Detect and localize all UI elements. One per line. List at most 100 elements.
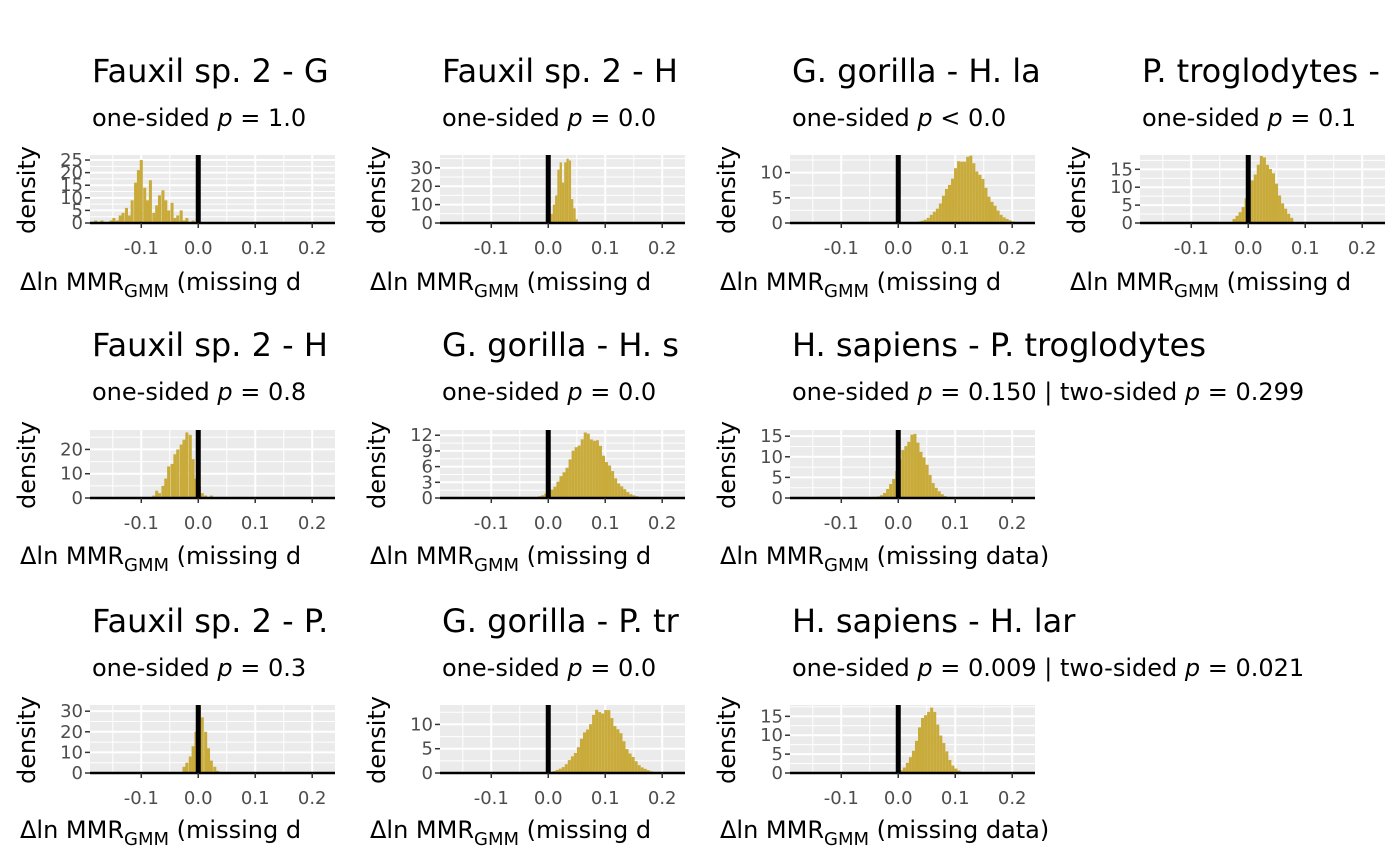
histogram-bar xyxy=(922,457,926,498)
histogram-bar xyxy=(564,764,568,773)
histogram-bar xyxy=(164,200,168,223)
x-tick-label: 0.1 xyxy=(241,238,270,259)
histogram-bar xyxy=(167,210,171,223)
histogram-bar xyxy=(623,489,627,498)
y-tick-label: 0 xyxy=(772,488,783,509)
subtitle-p: p xyxy=(566,654,582,682)
y-tick-label: 10 xyxy=(60,188,83,209)
x-tick-label: 0.0 xyxy=(1234,238,1263,259)
histogram-bar xyxy=(595,709,599,773)
histogram-bar xyxy=(926,217,930,223)
histogram-bar xyxy=(963,161,967,223)
x-tick-label: 0.0 xyxy=(534,238,563,259)
histogram-bar xyxy=(176,449,180,498)
y-tick-label: 6 xyxy=(422,457,433,478)
x-axis-title-subscript: GMM xyxy=(824,829,869,850)
x-tick-label: -0.1 xyxy=(824,513,859,534)
subtitle-p: p xyxy=(1184,378,1200,406)
x-axis-title-subscript: GMM xyxy=(824,555,869,576)
x-tick-label: 0.2 xyxy=(298,238,327,259)
facet-subtitle: one-sided p = 0.009 | two-sided p = 0.02… xyxy=(792,654,1304,682)
histogram-bar xyxy=(121,212,125,223)
histogram-bar xyxy=(577,445,581,498)
histogram-bar xyxy=(1008,220,1012,223)
x-axis-title-rest: (missing d xyxy=(169,542,301,570)
histogram-bar xyxy=(155,205,159,223)
histogram-bar xyxy=(1287,213,1291,223)
x-tick-label: 0.0 xyxy=(184,238,213,259)
x-tick-label: 0.1 xyxy=(941,513,970,534)
x-tick-label: -0.1 xyxy=(474,238,509,259)
x-tick-label: 0.0 xyxy=(884,513,913,534)
histogram-bar xyxy=(568,459,572,498)
histogram-bar xyxy=(146,200,150,223)
histogram-bar xyxy=(188,756,192,773)
histogram-bar xyxy=(157,195,162,223)
histogram-bar xyxy=(951,178,955,223)
x-tick-label: 0.1 xyxy=(241,513,270,534)
histogram-bar xyxy=(880,495,884,498)
x-tick-label: 0.1 xyxy=(241,788,270,809)
subtitle-text: one-sided xyxy=(792,378,917,406)
histogram-bar xyxy=(152,212,156,223)
histogram-bar xyxy=(925,464,929,498)
histogram-bar xyxy=(561,182,565,223)
histogram-bar xyxy=(629,494,633,498)
histogram-bar xyxy=(586,729,590,773)
histogram-bar xyxy=(566,158,569,223)
histogram-bar xyxy=(139,160,143,223)
y-tick-label: 10 xyxy=(60,742,83,763)
histogram-bar xyxy=(170,464,174,498)
histogram-bar xyxy=(100,220,104,223)
x-axis-title: Δln MMRGMM (missing data) xyxy=(720,542,1049,576)
histogram-bar xyxy=(610,718,614,773)
histogram-bar xyxy=(902,767,906,773)
y-tick-label: 10 xyxy=(760,447,783,468)
histogram-bar xyxy=(185,217,189,223)
subtitle-value: = 0.0 xyxy=(583,654,657,682)
histogram-bar xyxy=(213,766,217,773)
x-tick-label: 0.0 xyxy=(184,513,213,534)
facet-panel-5: 0 10 20 -0.1 0.0 0.1 0.2 density Δln MMRGMM (mis… xyxy=(13,326,335,576)
x-tick-label: 0.1 xyxy=(941,788,970,809)
facet-subtitle: one-sided p = 1.0 xyxy=(92,104,306,132)
histogram-bar xyxy=(206,748,211,773)
histogram-bar xyxy=(1250,180,1254,223)
histogram-bar xyxy=(614,478,618,498)
histogram-bar xyxy=(558,768,562,773)
subtitle-value: = 1.0 xyxy=(233,104,307,132)
histogram-bar xyxy=(938,203,942,223)
histogram-bar xyxy=(1253,174,1257,223)
histogram-bar xyxy=(200,717,204,773)
y-tick-label: 20 xyxy=(60,439,83,460)
histogram-bar xyxy=(550,489,554,498)
y-tick-label: 9 xyxy=(422,441,433,462)
subtitle-p: p xyxy=(216,378,232,406)
y-tick-label: 15 xyxy=(760,706,783,727)
y-axis-title: density xyxy=(713,146,741,234)
x-tick-label: -0.1 xyxy=(124,238,159,259)
subtitle-text: one-sided xyxy=(442,378,567,406)
histogram-bar xyxy=(969,155,973,223)
histogram-bar xyxy=(1262,157,1266,223)
histogram-bar xyxy=(562,472,566,498)
histogram-bar xyxy=(941,195,945,223)
histogram-bar xyxy=(579,738,583,773)
histogram-bar xyxy=(179,210,183,223)
histogram-bar xyxy=(188,434,192,498)
x-axis-title-subscript: GMM xyxy=(124,281,169,302)
histogram-bar xyxy=(892,478,896,498)
histogram-bar xyxy=(947,184,952,223)
y-tick-label: 5 xyxy=(422,739,433,760)
x-axis-title-main: Δln MMR xyxy=(370,542,474,570)
x-tick-label: 0.0 xyxy=(884,788,913,809)
histogram-bar xyxy=(124,207,128,223)
histogram-bar xyxy=(954,168,958,223)
facet-subtitle: one-sided p = 0.0 xyxy=(442,654,656,682)
histogram-bar xyxy=(886,488,890,498)
histogram-bar xyxy=(557,169,560,223)
histogram-bar xyxy=(908,757,912,773)
